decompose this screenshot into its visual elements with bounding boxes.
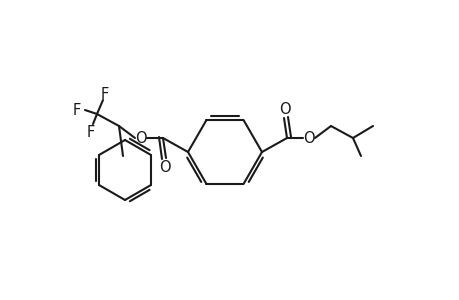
- Text: O: O: [279, 101, 290, 116]
- Text: O: O: [159, 160, 170, 175]
- Text: O: O: [302, 130, 314, 146]
- Text: F: F: [87, 124, 95, 140]
- Text: F: F: [73, 103, 81, 118]
- Text: O: O: [135, 130, 146, 146]
- Text: F: F: [101, 86, 109, 101]
